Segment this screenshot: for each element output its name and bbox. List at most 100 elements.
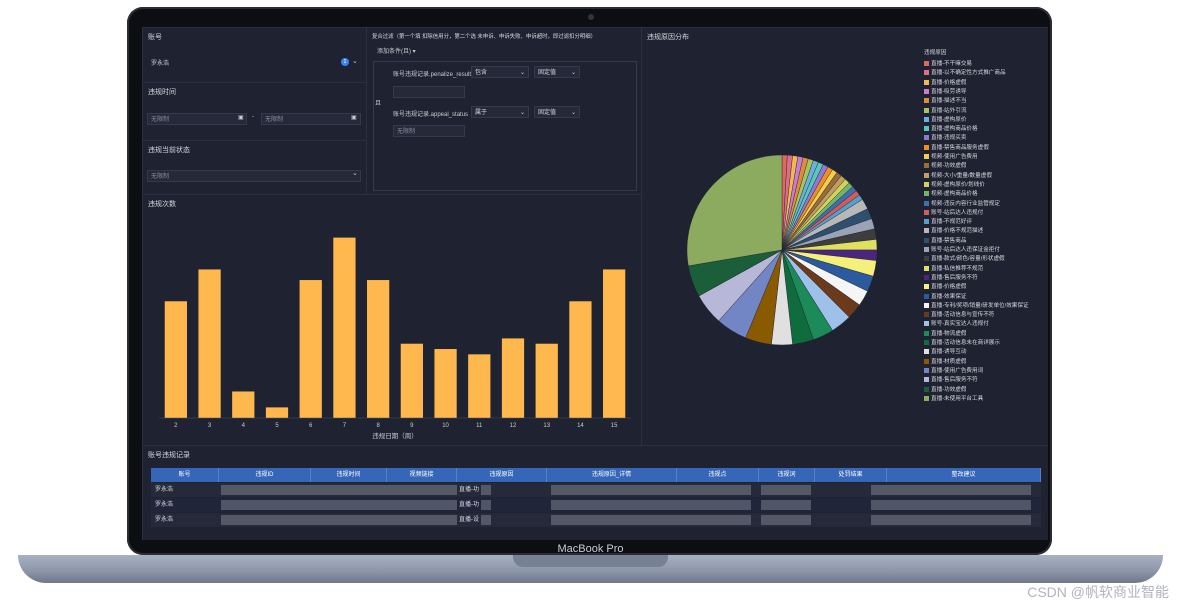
legend-item[interactable]: 视频-使用广告费用 <box>924 152 978 160</box>
bar-3[interactable] <box>198 269 221 418</box>
end-date-input[interactable]: 无限制 <box>261 113 361 125</box>
legend-item[interactable]: 直播-售后服务不符 <box>924 375 978 383</box>
column-header[interactable]: 违规词 <box>759 468 815 482</box>
condition1-value-input[interactable] <box>393 86 465 98</box>
bar-12[interactable] <box>501 338 525 418</box>
account-selected-value[interactable]: 罗永浩 <box>151 61 170 67</box>
chevron-down-icon[interactable]: ⌄ <box>352 57 358 65</box>
add-condition-label: 添加条件(且) <box>377 49 411 55</box>
legend-item[interactable]: 视频-功效虚假 <box>924 161 966 169</box>
column-header[interactable]: 视频链接 <box>387 468 457 482</box>
condition2-value-input[interactable]: 无限制 <box>393 125 465 137</box>
legend-swatch <box>924 340 929 346</box>
legend-item[interactable]: 直播-价格虚假 <box>924 282 966 290</box>
x-tick-label: 13 <box>543 423 550 429</box>
legend-item[interactable]: 直播-价格不规范描述 <box>924 226 983 234</box>
legend-item[interactable]: 直播-不干嘛交易 <box>924 59 972 67</box>
calendar-icon[interactable]: ▣ <box>351 115 357 121</box>
legend-item[interactable]: 视频-虚构商品价格 <box>924 189 978 197</box>
legend-item[interactable]: 视频-违反内容行业监管规定 <box>924 199 1000 207</box>
violation-table: 账号 违规ID 违规时间 视频链接 违规原因 违规原因_详情 违规点 违规词 处罚结果 整改建议罗… <box>151 468 1041 540</box>
column-header[interactable]: 违规时间 <box>311 468 387 482</box>
x-tick-label: 5 <box>275 423 279 429</box>
legend-item[interactable]: 直播-售后服务不符 <box>924 273 978 281</box>
column-header[interactable]: 违规原因_详情 <box>547 468 677 482</box>
column-header[interactable]: 违规原因 <box>457 468 547 482</box>
bar-8[interactable] <box>367 280 390 418</box>
legend-item[interactable]: 直播-虚构商品价格 <box>924 124 978 132</box>
legend-item[interactable]: 直播-价格虚假 <box>924 78 966 86</box>
legend-item[interactable]: 账号-真实宝达人违规付 <box>924 319 989 327</box>
legend-item[interactable]: 直播-站外引流 <box>924 106 966 114</box>
table-row[interactable]: 罗永浩 直播-功 <box>151 483 1041 497</box>
legend-item[interactable]: 直播-吸劳诱导 <box>924 87 966 95</box>
column-header[interactable]: 整改建议 <box>887 468 1041 482</box>
legend-item[interactable]: 直播-描述不当 <box>924 96 966 104</box>
legend-label: 直播-不规范好评 <box>931 219 973 226</box>
condition2-mode-select[interactable]: 固定值 ⌄ <box>534 106 580 118</box>
bar-6[interactable] <box>299 280 322 418</box>
condition1-field: 账号违规记录.penalize_result <box>393 72 472 78</box>
legend-item[interactable]: 直播-材质虚假 <box>924 357 966 365</box>
legend-item[interactable]: 直播-专利/奖项/销量/研发单位/效果保证 <box>924 301 1029 309</box>
legend-item[interactable]: 直播-私信推荐不规范 <box>924 264 983 272</box>
legend-item[interactable]: 直播-活动信息未在商详展示 <box>924 338 1000 346</box>
bar-2[interactable] <box>164 301 187 418</box>
legend-item[interactable]: 直播-禁售商品 <box>924 236 966 244</box>
legend-item[interactable]: 直播-违规买卖 <box>924 133 966 141</box>
condition1-operator-select[interactable]: 包含 ⌄ <box>471 66 529 78</box>
bar-10[interactable] <box>434 349 457 418</box>
add-condition-button[interactable]: 添加条件(且) ▾ <box>377 49 416 55</box>
column-header[interactable]: 处罚结果 <box>815 468 887 482</box>
legend-item[interactable]: 直播-物流虚假 <box>924 329 966 337</box>
bar-11[interactable] <box>468 354 491 418</box>
start-date-placeholder: 无限制 <box>151 117 170 123</box>
bar-15[interactable] <box>603 269 626 418</box>
legend-item[interactable]: 直播-诱导互动 <box>924 347 966 355</box>
legend-item[interactable]: 账号-站后达人违规付 <box>924 208 983 216</box>
column-header[interactable]: 违规点 <box>677 468 759 482</box>
legend-item[interactable]: 直播-虚构原价 <box>924 115 966 123</box>
compound-filter-title: 复合过滤（第一个填 扣除信用分，第二个选 未申诉、申诉失败、申诉超时，即过滤扣分… <box>372 34 597 40</box>
redacted-cell <box>311 515 387 525</box>
bar-14[interactable] <box>569 301 592 418</box>
start-date-input[interactable]: 无限制 <box>147 113 247 125</box>
bar-13[interactable] <box>535 343 558 418</box>
column-header[interactable]: 违规ID <box>219 468 311 482</box>
bar-4[interactable] <box>232 391 255 418</box>
legend-swatch <box>924 228 929 234</box>
legend-item[interactable]: 直播-效果保证 <box>924 292 966 300</box>
legend-item[interactable]: 直播-功效虚假 <box>924 385 966 393</box>
legend-item[interactable]: 直播-以不确定性方式推广商品 <box>924 68 1006 76</box>
condition2-operator-select[interactable]: 属于 ⌄ <box>471 106 529 118</box>
condition1-mode-select[interactable]: 固定值 ⌄ <box>534 66 580 78</box>
bar-5[interactable] <box>265 407 289 418</box>
legend-label: 直播-物流虚假 <box>931 330 967 337</box>
legend-label: 直播-禁售商品 <box>931 237 967 244</box>
table-row[interactable]: 罗永浩 直播-功 <box>151 498 1041 512</box>
legend-swatch <box>924 88 929 94</box>
chevron-down-icon[interactable]: ⌄ <box>352 169 358 177</box>
legend-swatch <box>924 293 929 299</box>
legend-item[interactable]: 直播-使用广告费用词 <box>924 366 983 374</box>
legend-item[interactable]: 直播-未使用平台工具 <box>924 394 983 402</box>
legend-item[interactable]: 直播-不规范好评 <box>924 217 972 225</box>
legend-item[interactable]: 账号-站后达人违保证金拒付 <box>924 245 1000 253</box>
calendar-icon[interactable]: ▣ <box>238 115 244 121</box>
legend-item[interactable]: 直播-禁售商品服务虚假 <box>924 143 989 151</box>
column-header[interactable]: 账号 <box>151 468 219 482</box>
legend-item[interactable]: 直播-款式/颜色/容量/形状虚假 <box>924 254 1005 262</box>
legend-item[interactable]: 视频-虚构原价/划线价 <box>924 180 985 188</box>
legend-swatch <box>924 367 929 373</box>
legend-item[interactable]: 视频-大小/重量/数量虚假 <box>924 171 992 179</box>
bar-9[interactable] <box>400 343 423 418</box>
redacted-cell <box>481 515 491 525</box>
pie-slice[interactable] <box>686 154 783 267</box>
legend-label: 直播-以不确定性方式推广商品 <box>931 70 1006 77</box>
legend-item[interactable]: 直播-活动信息与宣传不符 <box>924 310 994 318</box>
bar-7[interactable] <box>333 237 356 418</box>
table-row[interactable]: 罗永浩 直播-设 <box>151 513 1041 527</box>
status-select[interactable]: 无限制 <box>147 170 361 182</box>
legend-label: 账号-站后达人违规付 <box>931 209 984 216</box>
legend-swatch <box>924 135 929 141</box>
